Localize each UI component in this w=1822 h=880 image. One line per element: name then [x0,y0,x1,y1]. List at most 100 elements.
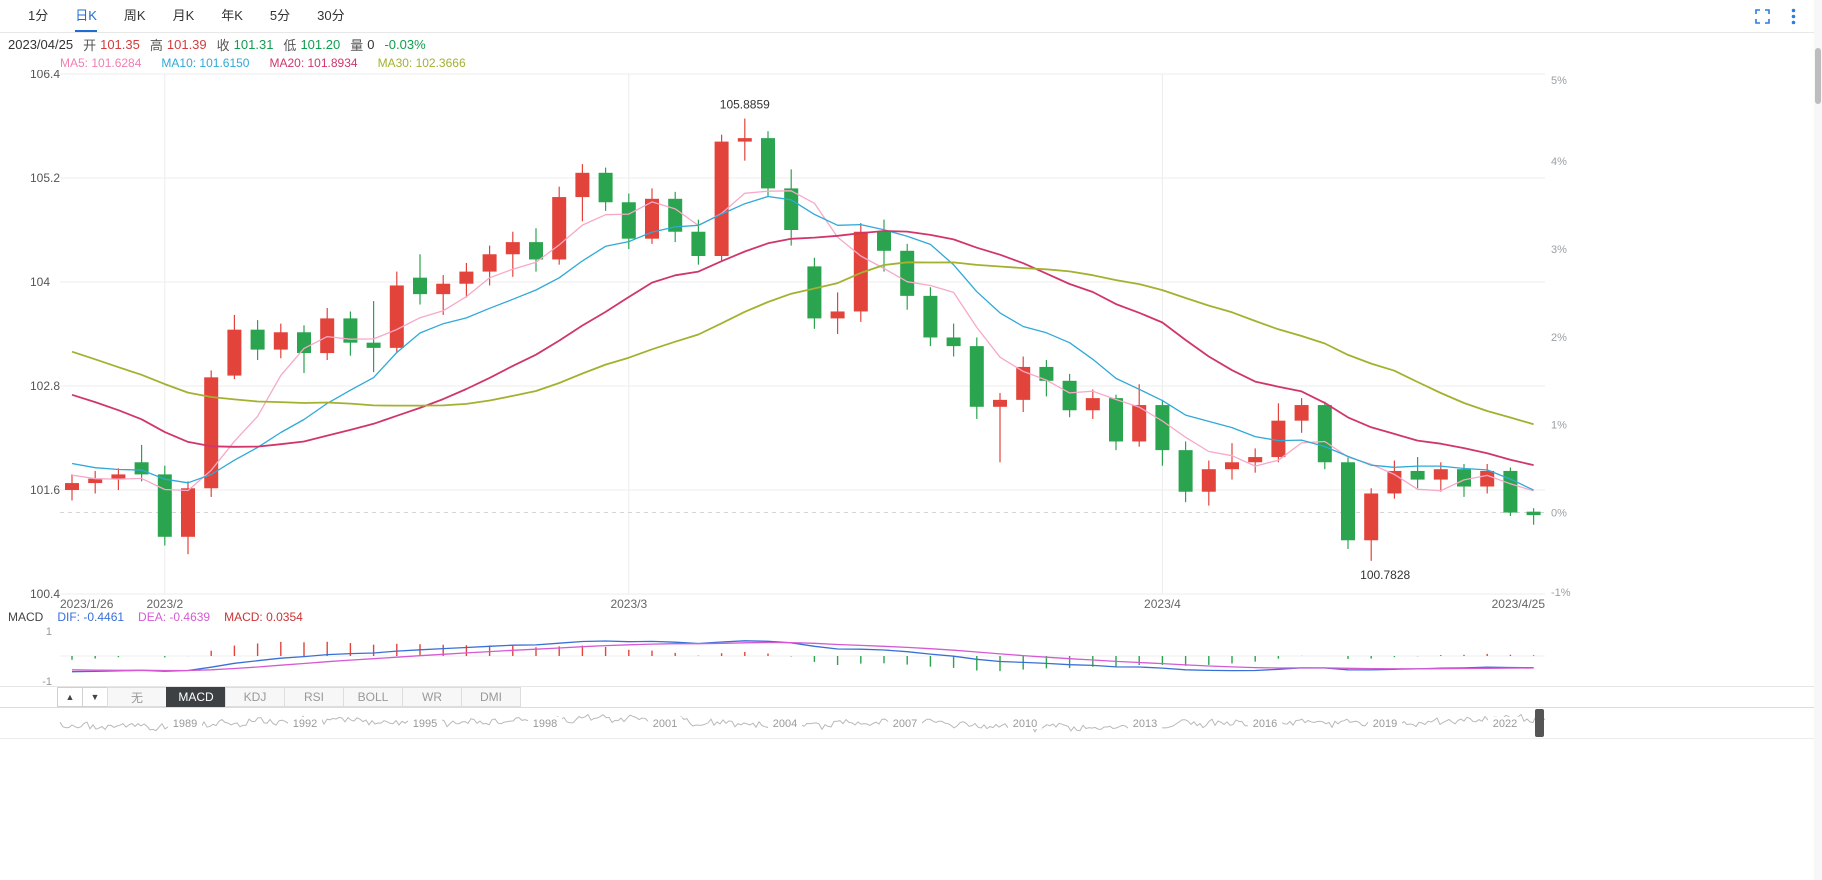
candle[interactable] [969,337,984,419]
candle[interactable] [1271,403,1286,463]
indicator-tab-BOLL[interactable]: BOLL [343,687,403,707]
navigator-year-label: 2001 [653,718,677,730]
macd-dea-value: DEA: -0.4639 [138,610,211,624]
period-tab-5分[interactable]: 5分 [269,8,291,23]
svg-text:0%: 0% [1551,508,1567,520]
candle[interactable] [575,164,590,222]
candle[interactable] [1178,441,1193,503]
candle[interactable] [482,245,497,286]
svg-text:1: 1 [46,626,52,638]
candle[interactable] [343,311,358,356]
candle[interactable] [1155,399,1170,466]
ma5-line [71,190,1534,492]
candle[interactable] [1410,457,1425,489]
candle[interactable] [134,444,149,482]
more-options-icon[interactable] [1791,8,1796,25]
candle[interactable] [830,292,845,334]
candle[interactable] [204,370,219,497]
candle[interactable] [389,271,404,354]
macd-chart[interactable]: 1 -1 [0,626,1822,686]
candle[interactable] [1503,467,1518,516]
candle[interactable] [923,287,938,347]
candle[interactable] [877,219,891,272]
candle[interactable] [459,262,474,298]
period-tab-1分[interactable]: 1分 [28,8,49,23]
candle[interactable] [505,231,520,277]
candle[interactable] [1085,389,1100,419]
candle[interactable] [1526,508,1541,525]
candle[interactable] [621,193,636,250]
candlestick-chart[interactable]: 106.4 105.2 104 102.8 101.6 100.4 5% 4% 3% 2% 1% 0%… [0,70,1822,608]
indicator-tab-无[interactable]: 无 [107,687,167,707]
vertical-scrollbar[interactable] [1814,0,1822,880]
candle[interactable] [88,470,103,494]
navigator-handle[interactable] [1535,709,1544,737]
period-tab-周K[interactable]: 周K [123,8,146,23]
candle[interactable] [181,481,195,555]
quote-field-label: 量 [350,37,364,53]
candle[interactable] [784,169,799,246]
candle[interactable] [598,167,613,211]
candle[interactable] [1225,443,1239,480]
scrollbar-thumb[interactable] [1815,48,1821,104]
indicator-tab-RSI[interactable]: RSI [284,687,344,707]
indicator-down-button[interactable]: ▼ [82,687,108,707]
svg-text:-1%: -1% [1551,587,1571,599]
candle[interactable] [993,392,1007,463]
candle[interactable] [1341,457,1355,549]
svg-text:1%: 1% [1551,420,1567,432]
indicator-tab-DMI[interactable]: DMI [461,687,521,707]
indicator-up-button[interactable]: ▲ [57,687,83,707]
candle[interactable] [1201,460,1216,506]
candle[interactable] [737,118,752,161]
quote-field-label: 收 [216,37,230,53]
candle[interactable] [1317,401,1332,470]
candle[interactable] [1016,356,1031,412]
candle[interactable] [1433,462,1448,492]
candle[interactable] [366,301,381,373]
low-price-annotation: 100.7828 [1360,568,1410,582]
candle[interactable] [529,228,543,272]
candle[interactable] [227,314,242,380]
toolbar-icons [1754,8,1796,25]
period-tab-月K[interactable]: 月K [172,8,195,23]
candle[interactable] [946,323,961,357]
candle[interactable] [1132,384,1147,447]
candle[interactable] [1480,464,1495,494]
navigator-year-label: 1995 [413,718,437,730]
indicator-tab-WR[interactable]: WR [402,687,462,707]
candle[interactable] [413,254,427,305]
candle[interactable] [273,323,288,359]
period-tab-日K[interactable]: 日K [75,0,97,32]
candle[interactable] [1248,448,1263,473]
candle[interactable] [761,131,775,198]
indicator-tab-MACD[interactable]: MACD [166,687,226,707]
candle[interactable] [65,474,79,501]
macd-header: MACD DIF: -0.4461 DEA: -0.4639 MACD: 0.0… [0,608,1822,626]
candle[interactable] [1062,373,1077,418]
candle[interactable] [691,219,706,265]
quote-field-label: 低 [283,37,297,53]
candle[interactable] [552,186,567,265]
candle[interactable] [645,188,659,244]
period-tab-年K[interactable]: 年K [221,8,243,23]
candle[interactable] [714,134,729,262]
candle[interactable] [250,320,265,360]
macd-hist-value: MACD: 0.0354 [224,610,303,624]
candle[interactable] [436,275,451,315]
period-tab-30分[interactable]: 30分 [317,8,345,23]
candle[interactable] [320,308,335,360]
candle[interactable] [1294,398,1309,433]
candle[interactable] [1109,394,1123,451]
indicator-tab-KDJ[interactable]: KDJ [225,687,285,707]
svg-text:-1: -1 [42,676,52,686]
navigator-year-label: 1989 [173,718,197,730]
candle[interactable] [1039,360,1054,397]
history-navigator[interactable]: 1989 1992 1995 1998 2001 2004 2007 2010 2013 2016… [0,708,1822,739]
candle[interactable] [668,191,683,243]
navigator-sparkline[interactable]: 1989 1992 1995 1998 2001 2004 2007 2010 2013 2016… [0,708,1822,738]
candle[interactable] [1364,488,1379,561]
panel-layout-icon[interactable] [1754,8,1771,25]
candle[interactable] [900,243,915,310]
candle[interactable] [807,257,822,329]
